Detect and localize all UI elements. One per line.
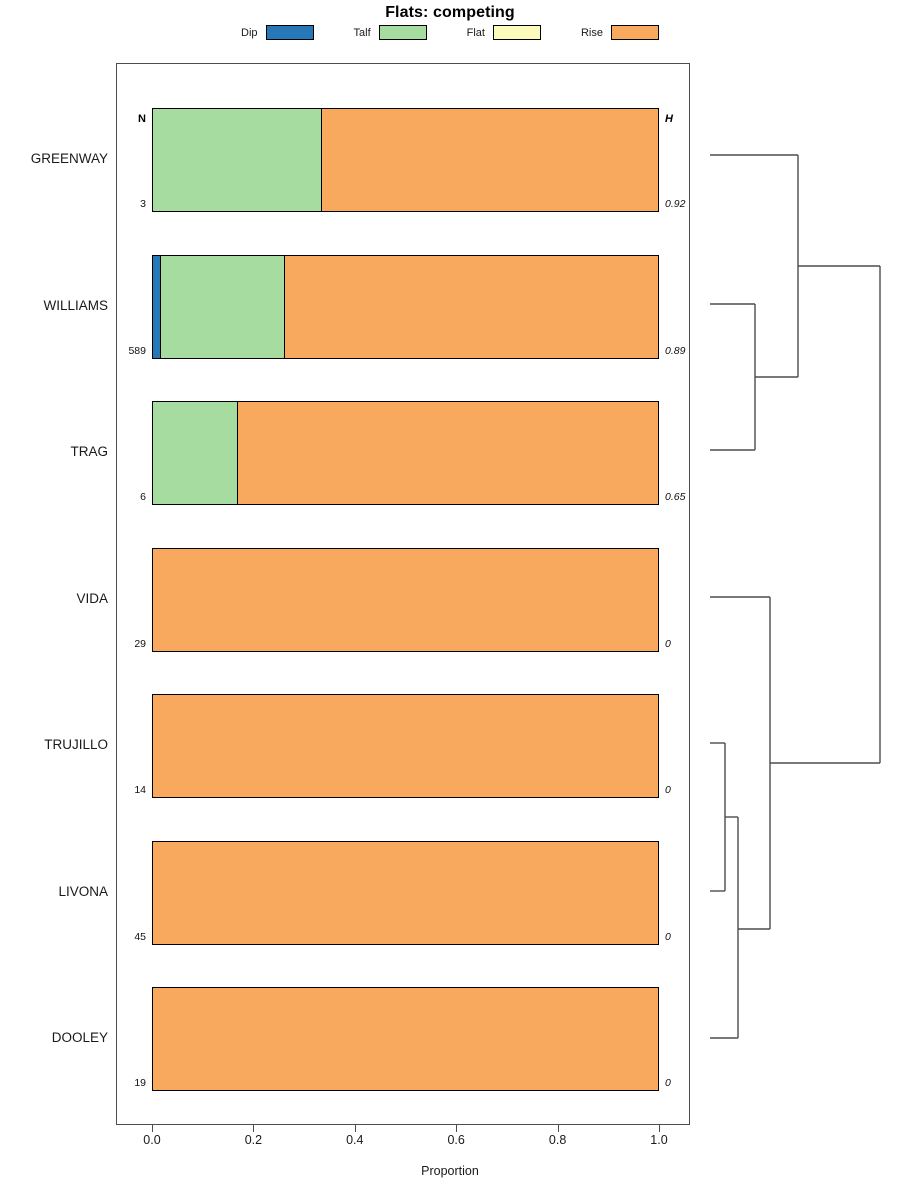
legend-swatch-rise-icon <box>611 25 659 40</box>
x-axis-tick <box>557 1125 559 1132</box>
x-axis-tick-label: 0.8 <box>548 1133 567 1147</box>
category-label-williams: WILLIAMS <box>43 297 108 313</box>
h-value: 0 <box>665 637 671 650</box>
bar-segment-rise[interactable] <box>283 255 658 358</box>
column-header-h: H <box>665 113 673 125</box>
h-value: 0.65 <box>665 491 686 503</box>
x-axis-title: Proportion <box>421 1164 479 1178</box>
stacked-bar-trag[interactable] <box>152 401 659 505</box>
x-axis-tick-label: 0.4 <box>346 1133 364 1147</box>
bar-segment-rise[interactable] <box>153 841 658 944</box>
bar-segment-talf[interactable] <box>153 109 321 211</box>
bar-segment-rise[interactable] <box>237 402 658 504</box>
n-value: 29 <box>134 637 146 650</box>
dendrogram <box>690 63 900 1125</box>
n-value: 3 <box>140 198 146 210</box>
legend-item-rise[interactable]: Rise <box>581 25 659 40</box>
bar-segment-rise[interactable] <box>153 548 658 651</box>
category-label-vida: VIDA <box>76 590 108 606</box>
x-axis-tick <box>456 1125 458 1132</box>
x-axis-tick-label: 0.0 <box>143 1133 161 1147</box>
bar-segment-talf[interactable] <box>160 255 284 358</box>
stacked-bar-trujillo[interactable] <box>152 694 659 798</box>
x-axis-tick <box>659 1125 660 1132</box>
bar-segment-rise[interactable] <box>320 109 658 211</box>
stacked-bar-dooley[interactable] <box>152 987 659 1091</box>
bar-segment-talf[interactable] <box>153 402 238 504</box>
n-value: 6 <box>140 491 146 503</box>
h-value: 0 <box>665 930 671 943</box>
legend-item-talf[interactable]: Talf <box>354 25 427 40</box>
h-value: 0 <box>665 784 671 796</box>
h-value: 0.92 <box>665 198 686 210</box>
category-label-greenway: GREENWAY <box>30 151 108 166</box>
n-value: 19 <box>134 1077 146 1089</box>
x-axis-tick <box>152 1125 153 1132</box>
chart-title: Flats: competing <box>385 4 515 21</box>
legend-label: Dip <box>241 26 258 39</box>
n-value: 589 <box>128 344 146 357</box>
legend-label: Rise <box>580 26 603 39</box>
h-value: 0 <box>665 1077 671 1089</box>
x-axis-tick <box>354 1125 356 1132</box>
legend: Dip Talf Flat Rise <box>0 25 900 40</box>
legend-item-dip[interactable]: Dip <box>241 25 314 40</box>
category-label-livona: LIVONA <box>58 883 108 899</box>
column-header-n: N <box>138 113 146 125</box>
category-label-trujillo: TRUJILLO <box>44 737 108 752</box>
legend-label: Flat <box>466 26 485 39</box>
h-value: 0.89 <box>665 344 686 357</box>
stacked-bar-greenway[interactable] <box>152 108 659 212</box>
legend-swatch-dip-icon <box>265 25 314 40</box>
bar-segment-rise[interactable] <box>153 988 658 1090</box>
stacked-bar-vida[interactable] <box>152 547 659 652</box>
category-label-trag: TRAG <box>70 444 108 459</box>
x-axis-tick-label: 0.2 <box>244 1133 263 1147</box>
x-axis-tick-label: 0.6 <box>447 1133 465 1147</box>
dendrogram-svg <box>710 154 881 1039</box>
n-value: 45 <box>134 930 146 943</box>
category-label-dooley: DOOLEY <box>51 1030 108 1045</box>
n-value: 14 <box>134 784 146 796</box>
bar-segment-rise[interactable] <box>153 695 658 797</box>
legend-swatch-flat-icon <box>492 25 541 40</box>
bar-segment-dip[interactable] <box>153 255 161 358</box>
legend-label: Talf <box>353 26 371 39</box>
x-axis-tick <box>253 1125 255 1132</box>
stacked-bar-livona[interactable] <box>152 840 659 945</box>
legend-item-flat[interactable]: Flat <box>467 25 541 40</box>
x-axis-tick-label: 1.0 <box>650 1133 668 1147</box>
stacked-bar-williams[interactable] <box>152 254 659 359</box>
legend-swatch-talf-icon <box>378 25 427 40</box>
